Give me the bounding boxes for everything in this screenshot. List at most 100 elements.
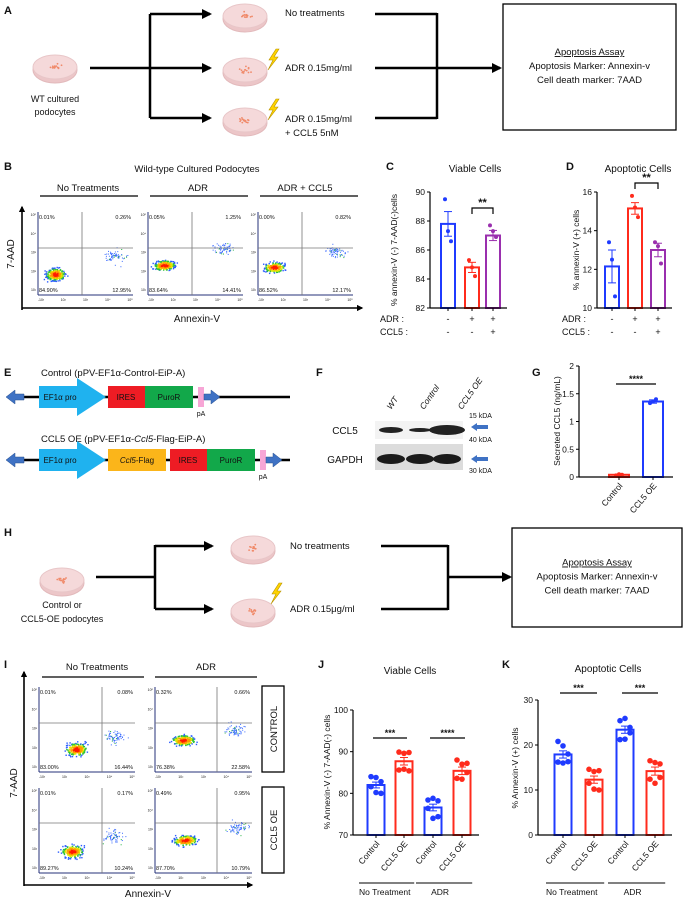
data-point bbox=[565, 751, 571, 757]
y-tick-label: 0 bbox=[569, 472, 574, 482]
flow-plot-control-adr bbox=[169, 721, 246, 747]
lane-label: CCL5 OE bbox=[455, 375, 484, 411]
quadrant-ll: 84.90% bbox=[39, 288, 58, 294]
bar bbox=[650, 249, 666, 309]
construct-title-part: CCL5 OE (pPV-EF1α- bbox=[41, 434, 134, 445]
data-point bbox=[622, 736, 628, 742]
apoptosis-assay-box bbox=[511, 527, 683, 628]
x-tick-label: -10³ bbox=[258, 298, 265, 302]
x-tick-label: 10⁴ bbox=[105, 298, 111, 302]
data-point bbox=[630, 193, 634, 198]
data-point bbox=[560, 743, 566, 749]
row-label-ccl5-oe: CCL5 OE bbox=[269, 810, 280, 851]
data-point bbox=[627, 730, 633, 736]
category-label: Control bbox=[356, 839, 381, 867]
blot-row-label: CCL5 bbox=[332, 426, 358, 437]
x-tick-label: 10² bbox=[178, 775, 184, 779]
data-point bbox=[622, 715, 628, 722]
condition-sign: + bbox=[655, 314, 660, 324]
data-point bbox=[555, 759, 561, 765]
quadrant-ul: 0.01% bbox=[40, 690, 56, 696]
lightning-icon bbox=[267, 48, 280, 71]
x-tick-label: 10⁴ bbox=[325, 298, 331, 302]
data-point bbox=[657, 774, 663, 781]
chart-title: Apoptotic Cells bbox=[575, 664, 642, 675]
data-point bbox=[620, 472, 624, 477]
quadrant-ur: 0.26% bbox=[115, 215, 131, 221]
ef1a-pro-label: EF1α pro bbox=[43, 393, 77, 402]
chart-K bbox=[553, 715, 665, 837]
ccl5-flag-block bbox=[108, 449, 166, 471]
significance-stars: *** bbox=[385, 728, 396, 738]
significance-stars: **** bbox=[629, 374, 644, 384]
data-point bbox=[464, 760, 470, 767]
data-point bbox=[647, 757, 653, 764]
quadrant-ul: 0.01% bbox=[40, 791, 56, 797]
data-point bbox=[435, 798, 441, 804]
data-point bbox=[378, 790, 384, 797]
quadrant-ur: 1.25% bbox=[225, 215, 241, 221]
data-point bbox=[430, 795, 436, 802]
category-label: CCL5 OE bbox=[627, 481, 658, 516]
quadrant-ul: 0.05% bbox=[149, 215, 165, 221]
data-point bbox=[656, 244, 660, 249]
culture-dish-icon bbox=[230, 598, 276, 628]
treatment-label: ADR 0.15mg/ml bbox=[285, 63, 352, 74]
treatment-label: No treatments bbox=[285, 8, 345, 19]
y-axis-label: % annexin-V (-) 7-AAD(-)cells bbox=[389, 194, 399, 306]
quadrant-lr: 12.95% bbox=[112, 288, 131, 294]
quadrant-lr: 10.24% bbox=[114, 866, 133, 872]
panel-label-D: D bbox=[566, 161, 574, 173]
mw-marker: 40 kDA bbox=[469, 437, 492, 444]
y-axis-label: 7-AAD bbox=[6, 239, 17, 268]
condition-sign: + bbox=[655, 327, 660, 337]
data-point bbox=[613, 294, 617, 299]
y-axis-label: % Annexin-V (+) cells bbox=[510, 727, 520, 808]
culture-dish-icon bbox=[222, 3, 268, 33]
significance-bracket bbox=[634, 182, 659, 189]
flow-plot-ccl5oe-no-treatment bbox=[57, 827, 127, 861]
y-tick-label: 20 bbox=[524, 740, 534, 750]
quadrant-ur: 0.08% bbox=[117, 690, 133, 696]
y-tick-label: 10³ bbox=[148, 727, 154, 731]
y-tick-label: 10¹ bbox=[32, 765, 38, 769]
y-tick-label: 30 bbox=[524, 695, 534, 705]
quadrant-ll: 83.64% bbox=[149, 288, 168, 294]
data-point bbox=[373, 789, 379, 796]
treatment-label: ADR 0.15μg/ml bbox=[290, 604, 355, 615]
data-point bbox=[652, 780, 658, 787]
y-tick-label: 10² bbox=[251, 269, 257, 273]
source-label: CCL5-OE podocytes bbox=[21, 614, 104, 624]
data-point bbox=[494, 234, 498, 239]
quadrant-lr: 12.17% bbox=[332, 288, 351, 294]
data-point bbox=[652, 759, 658, 766]
x-tick-label: 10³ bbox=[201, 876, 207, 880]
x-tick-label: 10⁵ bbox=[347, 298, 353, 302]
condition-sign: + bbox=[469, 314, 474, 324]
data-point bbox=[435, 813, 441, 820]
quadrant-ur: 0.17% bbox=[117, 791, 133, 797]
x-tick-label: -10³ bbox=[155, 876, 162, 880]
assay-title: Apoptosis Assay bbox=[562, 558, 632, 569]
significance-stars: *** bbox=[573, 683, 584, 693]
condition-sign: - bbox=[447, 314, 450, 324]
ccl5-band bbox=[379, 427, 403, 433]
quadrant-ll: 83.00% bbox=[40, 765, 59, 771]
x-tick-label: 10² bbox=[171, 298, 177, 302]
y-tick-label: 70 bbox=[339, 830, 349, 840]
condition-sign: + bbox=[632, 314, 637, 324]
condition-sign: + bbox=[490, 314, 495, 324]
assay-title: Apoptosis Assay bbox=[555, 47, 625, 58]
quadrant-ll: 76.38% bbox=[156, 765, 175, 771]
y-tick-label: 10¹ bbox=[251, 288, 257, 292]
pa-block bbox=[198, 387, 204, 407]
category-label: Control bbox=[543, 839, 568, 867]
lane-label: WT bbox=[384, 394, 400, 411]
assay-line: Cell death marker: 7AAD bbox=[537, 75, 642, 86]
quadrant-ll: 87.70% bbox=[156, 866, 175, 872]
category-label: CCL5 OE bbox=[568, 839, 599, 874]
panel-b-title: Wild-type Cultured Podocytes bbox=[134, 164, 259, 175]
pa-label: pA bbox=[259, 474, 268, 481]
y-tick-label: 10² bbox=[148, 847, 154, 851]
panel-label-H: H bbox=[4, 527, 12, 539]
